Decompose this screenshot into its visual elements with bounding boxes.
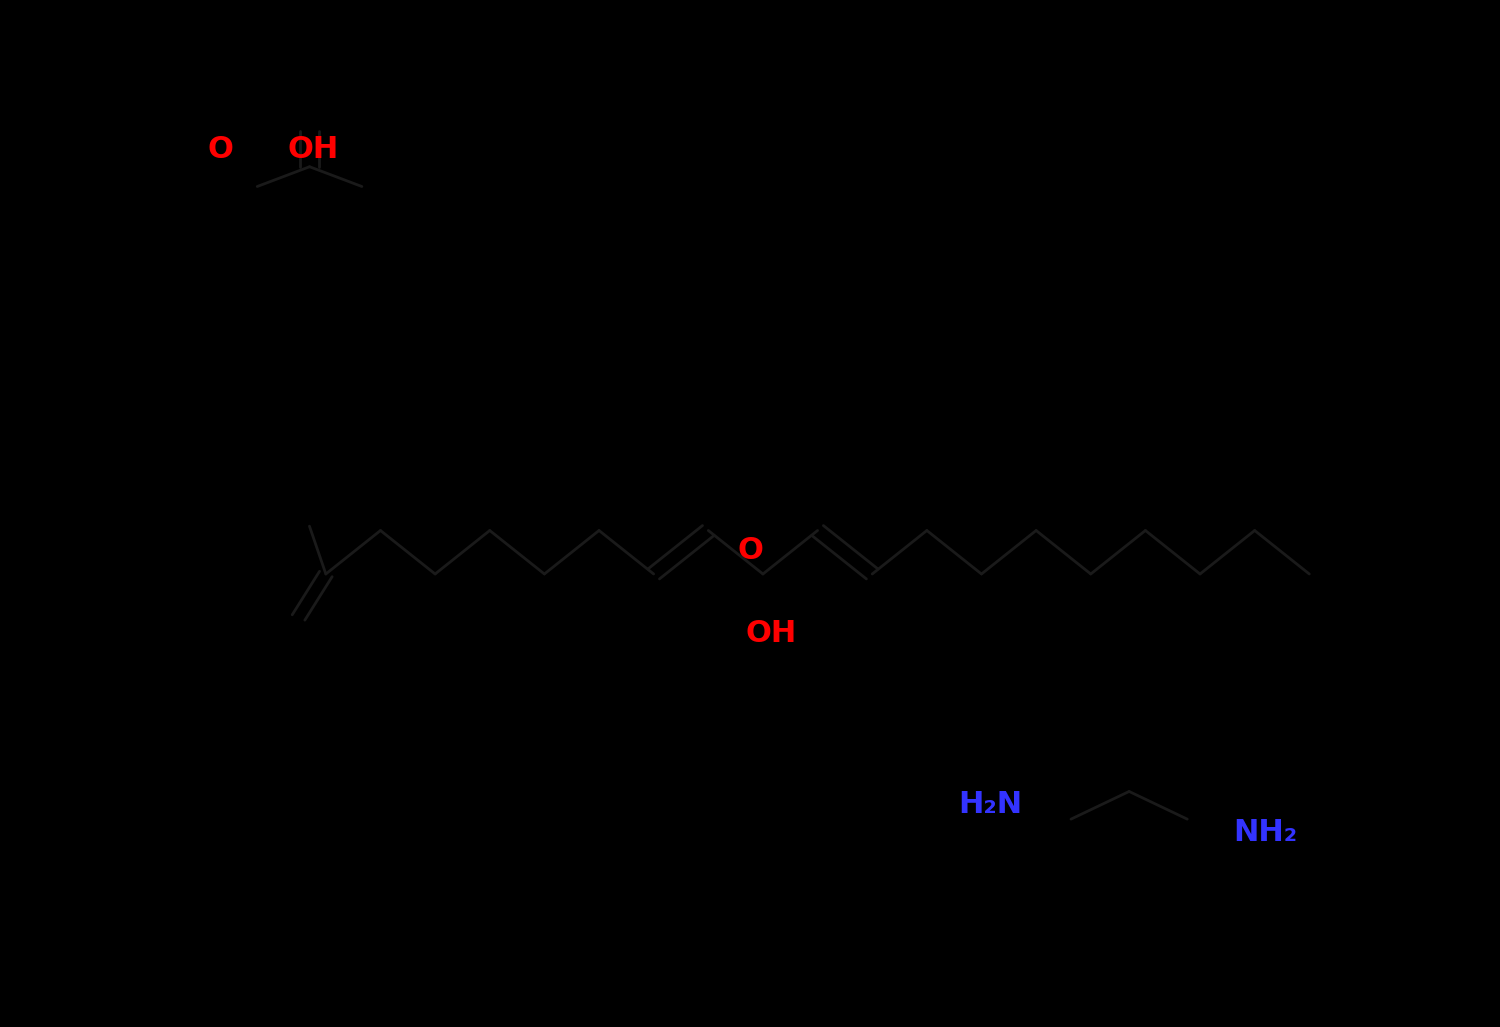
Text: OH: OH [746, 619, 796, 648]
Text: H₂N: H₂N [958, 791, 1022, 820]
Text: NH₂: NH₂ [1233, 819, 1298, 847]
Text: OH: OH [288, 135, 339, 164]
Text: O: O [207, 135, 232, 164]
Text: O: O [736, 536, 764, 565]
